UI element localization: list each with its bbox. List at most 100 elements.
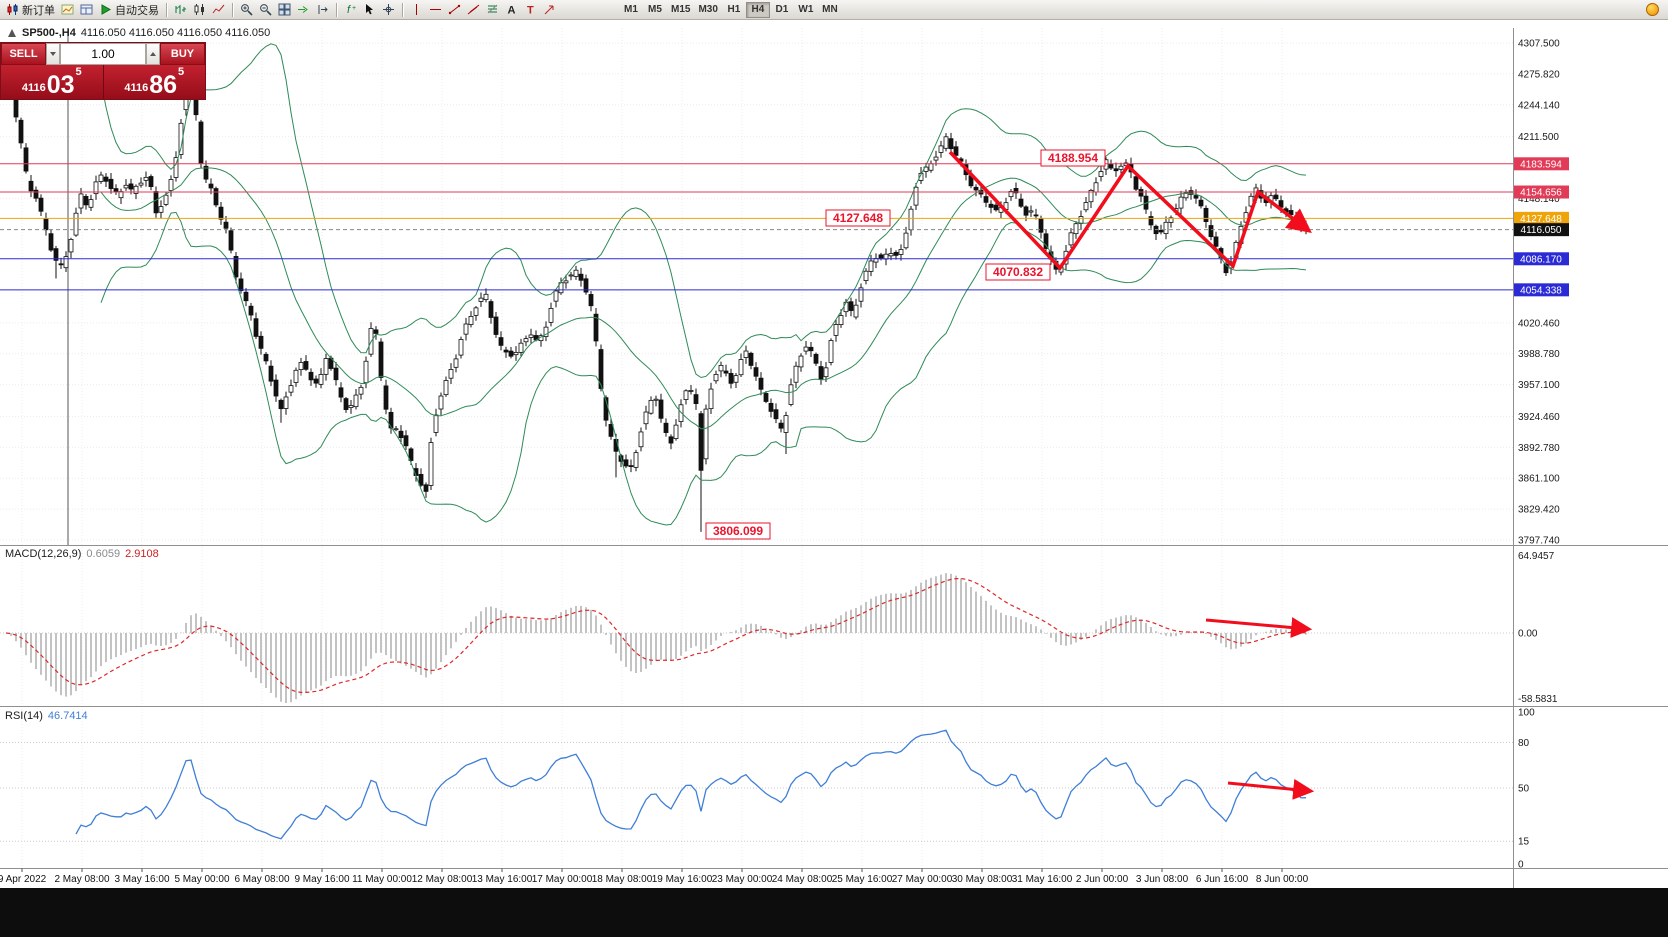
price-annotation-box xyxy=(705,522,771,540)
price-annotation-box xyxy=(1040,149,1106,167)
price-annotation-box xyxy=(825,209,891,227)
sell-price-sup: 5 xyxy=(75,66,82,78)
symbol-marker-icon xyxy=(8,29,16,37)
autotrading-play-icon xyxy=(101,4,112,15)
buy-price-display[interactable]: 4116 86 5 xyxy=(102,65,205,99)
rsi-arrow xyxy=(1227,778,1315,800)
price-annotation-box xyxy=(985,263,1051,281)
timeframe-toolbar: M1 M5 M15 M30 H1 H4 D1 W1 MN xyxy=(619,1,842,18)
sell-button[interactable]: SELL xyxy=(1,43,46,65)
timeframe-button-M15[interactable]: M15 xyxy=(671,4,691,15)
macd-main-value: 0.6059 xyxy=(86,548,121,560)
level-price-box xyxy=(1514,157,1569,171)
price-tick-label: 3829.420 xyxy=(1518,505,1560,516)
annotations: 4188.954 4127.648 4070.832 3806.099 xyxy=(705,149,1315,800)
level-price-box xyxy=(1514,211,1569,225)
svg-text:4116.050: 4116.050 xyxy=(1521,225,1562,236)
time-tick-label: 27 May 00:00 xyxy=(892,874,953,885)
market-watch-icon[interactable] xyxy=(77,1,96,19)
tile-windows-icon[interactable] xyxy=(275,1,294,19)
time-tick-label: 6 Jun 16:00 xyxy=(1196,874,1249,885)
price-axis[interactable]: 4307.500 4275.820 4244.140 4211.500 4148.140… xyxy=(1514,39,1569,871)
candlestick-icon[interactable] xyxy=(190,1,209,19)
triangle-up-icon xyxy=(150,52,156,56)
svg-text:4054.338: 4054.338 xyxy=(1520,285,1562,296)
time-tick-label: 3 Jun 08:00 xyxy=(1136,874,1189,885)
timeframe-button-MN[interactable]: MN xyxy=(822,4,838,15)
svg-text:4086.170: 4086.170 xyxy=(1520,254,1562,265)
time-tick-label: 2 Jun 00:00 xyxy=(1076,874,1129,885)
chart-header: SP500-,H4 4116.050 4116.050 4116.050 411… xyxy=(7,27,270,39)
price-tick-label: 4211.500 xyxy=(1518,132,1559,143)
time-tick-label: 24 May 08:00 xyxy=(772,874,833,885)
chart-shift-icon[interactable] xyxy=(313,1,332,19)
label-icon[interactable]: T xyxy=(521,1,540,19)
alert-icon[interactable] xyxy=(1646,3,1659,16)
ohlc-values: 4116.050 4116.050 4116.050 4116.050 xyxy=(80,27,271,39)
timeframe-button-M5[interactable]: M5 xyxy=(648,4,662,15)
timeframe-button-M1[interactable]: M1 xyxy=(624,4,638,15)
svg-text:4183.594: 4183.594 xyxy=(1520,159,1562,170)
time-axis[interactable]: 9 Apr 2022 2 May 08:00 3 May 16:00 5 May 00… xyxy=(0,868,1309,886)
price-tick-label: 3988.780 xyxy=(1518,349,1560,360)
time-tick-label: 17 May 00:00 xyxy=(532,874,593,885)
bar-chart-icon[interactable] xyxy=(171,1,190,19)
price-tick-label: 3861.100 xyxy=(1518,474,1560,485)
macd-signal-value: 2.9108 xyxy=(125,548,159,560)
volume-input[interactable] xyxy=(61,44,145,64)
svg-text:100: 100 xyxy=(1518,708,1535,719)
text-icon[interactable]: A xyxy=(502,1,521,19)
auto-scroll-icon[interactable] xyxy=(294,1,313,19)
zoom-out-icon[interactable] xyxy=(256,1,275,19)
volume-decrease-button[interactable] xyxy=(46,43,60,65)
svg-text:0: 0 xyxy=(1518,860,1524,871)
window-bottom-bar xyxy=(0,888,1668,937)
svg-text:15: 15 xyxy=(1518,837,1530,848)
volume-increase-button[interactable] xyxy=(146,43,160,65)
volume-field xyxy=(60,43,146,65)
buy-button[interactable]: BUY xyxy=(160,43,205,65)
arrows-tool-icon[interactable] xyxy=(540,1,559,19)
chart-window-icon[interactable] xyxy=(58,1,77,19)
timeframe-button-H4[interactable]: H4 xyxy=(745,1,770,18)
line-chart-icon[interactable] xyxy=(209,1,228,19)
vertical-line-icon[interactable] xyxy=(407,1,426,19)
price-tick-label: 3892.780 xyxy=(1518,443,1560,454)
time-tick-label: 2 May 08:00 xyxy=(54,874,109,885)
timeframe-button-M30[interactable]: M30 xyxy=(698,4,718,15)
fibonacci-icon[interactable] xyxy=(483,1,502,19)
new-order-button[interactable]: 新订单 xyxy=(3,1,58,19)
trendline-icon[interactable] xyxy=(445,1,464,19)
macd-arrow xyxy=(1205,617,1313,638)
svg-text:+: + xyxy=(352,5,356,12)
time-tick-label: 31 May 16:00 xyxy=(1012,874,1073,885)
toolbar-separator xyxy=(402,2,403,17)
price-tick-label: 3924.460 xyxy=(1518,412,1560,423)
time-tick-label: 3 May 16:00 xyxy=(114,874,169,885)
svg-text:80: 80 xyxy=(1518,738,1530,749)
timeframe-button-H1[interactable]: H1 xyxy=(727,4,741,15)
crosshair-icon[interactable] xyxy=(379,1,398,19)
time-tick-label: 25 May 16:00 xyxy=(832,874,893,885)
timeframe-button-D1[interactable]: D1 xyxy=(775,4,789,15)
price-annotation-text: 4127.648 xyxy=(833,211,883,225)
time-tick-label: 9 May 16:00 xyxy=(294,874,349,885)
sell-price-display[interactable]: 4116 03 5 xyxy=(1,65,103,99)
rsi-name: RSI(14) xyxy=(5,710,43,722)
new-order-icon xyxy=(7,4,18,15)
timeframe-button-W1[interactable]: W1 xyxy=(798,4,814,15)
channel-icon[interactable] xyxy=(464,1,483,19)
horizontal-line-icon[interactable] xyxy=(426,1,445,19)
indicators-icon[interactable]: f + xyxy=(341,1,360,19)
svg-text:A: A xyxy=(508,5,516,17)
new-order-label: 新订单 xyxy=(22,4,55,17)
cursor-icon[interactable] xyxy=(360,1,379,19)
time-tick-label: 18 May 08:00 xyxy=(592,874,653,885)
autotrading-button[interactable]: 自动交易 xyxy=(96,1,162,19)
macd-panel xyxy=(0,573,1513,703)
zoom-in-icon[interactable] xyxy=(237,1,256,19)
buy-price-sup: 5 xyxy=(178,66,185,78)
